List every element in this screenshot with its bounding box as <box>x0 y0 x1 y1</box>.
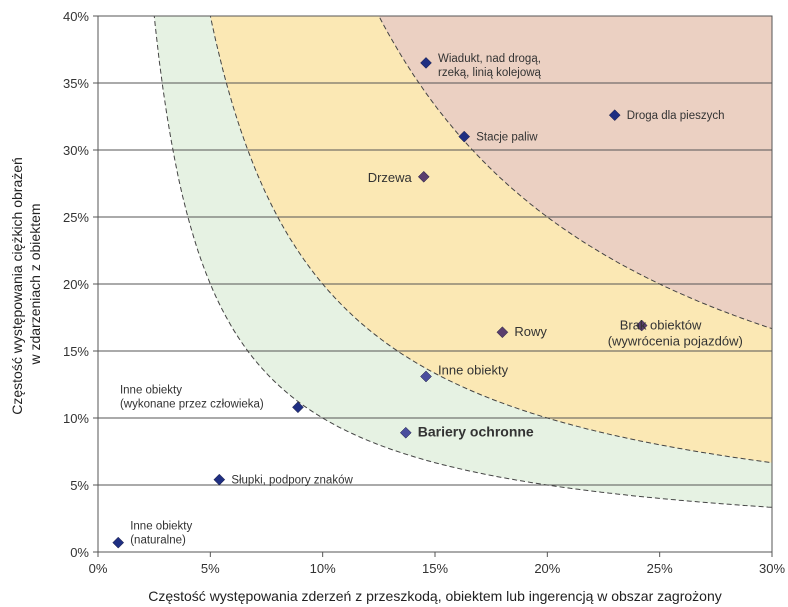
data-point-label-line: (wywrócenia pojazdów) <box>608 334 743 349</box>
data-point-marker <box>608 109 621 122</box>
data-point-label-line: Droga dla pieszych <box>627 110 725 122</box>
x-tick-label: 0% <box>89 561 108 576</box>
data-point-label-line: Bariery ochronne <box>418 424 534 440</box>
data-point-marker <box>420 370 432 383</box>
data-point-label: Inne obiekty (wykonane przez człowieka) <box>120 384 264 410</box>
y-tick-label: 30% <box>63 143 89 158</box>
data-points: Wiadukt, nad drogą, rzeką, linią kolejową… <box>112 53 743 549</box>
data-point-label: Słupki, podpory znaków <box>231 475 353 487</box>
y-tick-label: 20% <box>63 277 89 292</box>
x-tick-label: 15% <box>422 561 448 576</box>
curve-3 <box>378 16 772 330</box>
y-axis-label-line-1: Częstość występowania ciężkich obrażeń <box>9 157 25 415</box>
y-axis-label: Częstość występowania ciężkich obrażeń w… <box>9 153 43 414</box>
x-tick-label: 30% <box>759 561 785 576</box>
y-tick-label: 35% <box>63 76 89 91</box>
data-point-label-line: Inne obiekty <box>120 384 182 396</box>
data-point-marker <box>417 170 430 183</box>
x-axis-ticks: 0% 5% 10% 15% 20% 25% 30% <box>89 552 785 576</box>
data-point-label-line: Brak obiektów <box>620 318 702 333</box>
data-point-marker <box>213 473 226 486</box>
data-point-marker <box>458 130 471 143</box>
data-point-marker <box>292 401 304 414</box>
data-point-label: Inne obiekty (naturalne) <box>130 521 192 547</box>
y-tick-label: 25% <box>63 210 89 225</box>
zone-3 <box>378 16 772 329</box>
x-tick-label: 5% <box>201 561 220 576</box>
data-point-label: Wiadukt, nad drogą, rzeką, linią kolejową <box>438 53 542 79</box>
data-point-label-line: Inne obiekty <box>130 521 192 533</box>
data-point-label: Inne obiekty <box>438 362 509 377</box>
data-point-label: Bariery ochronne <box>418 424 534 440</box>
x-tick-label: 10% <box>310 561 336 576</box>
data-point-label-line: Inne obiekty <box>438 362 509 377</box>
data-point-label-line: rzeką, linią kolejową <box>438 67 542 79</box>
data-point-marker <box>635 319 648 332</box>
y-tick-label: 5% <box>70 478 89 493</box>
data-point-label-line: Słupki, podpory znaków <box>231 475 353 487</box>
x-tick-label: 25% <box>647 561 673 576</box>
x-tick-label: 20% <box>534 561 560 576</box>
y-tick-label: 40% <box>63 9 89 24</box>
y-axis-ticks: 0% 5% 10% 15% 20% 25% 30% 35% 40% <box>63 9 98 560</box>
y-tick-label: 0% <box>70 545 89 560</box>
risk-zones <box>154 16 772 508</box>
x-axis-label: Częstość występowania zderzeń z przeszko… <box>148 588 722 604</box>
data-point-label-line: Wiadukt, nad drogą, <box>438 53 541 65</box>
curve-2 <box>209 16 772 464</box>
data-point-label: Rowy <box>514 324 547 339</box>
data-point-label-line: Drzewa <box>368 170 413 185</box>
data-point-marker <box>399 426 412 439</box>
gridlines <box>98 82 772 486</box>
data-point-label: Drzewa <box>368 170 413 185</box>
data-point-label: Brak obiektów (wywrócenia pojazdów) <box>608 318 743 349</box>
risk-curves <box>153 16 772 508</box>
data-point-label-line: (wykonane przez człowieka) <box>120 398 264 410</box>
data-point-marker <box>496 326 509 339</box>
y-tick-label: 10% <box>63 411 89 426</box>
data-point-label-line: (naturalne) <box>130 535 186 547</box>
curve-1 <box>153 16 772 508</box>
data-point-marker <box>112 536 125 549</box>
data-point-marker <box>420 57 432 69</box>
y-tick-label: 15% <box>63 344 89 359</box>
data-point-label: Droga dla pieszych <box>627 110 725 122</box>
data-point-label-line: Stacje paliw <box>476 132 538 144</box>
y-axis-label-line-2: w zdarzeniach z obiektem <box>27 203 43 365</box>
data-point-label-line: Rowy <box>514 324 547 339</box>
data-point-label: Stacje paliw <box>476 132 538 144</box>
